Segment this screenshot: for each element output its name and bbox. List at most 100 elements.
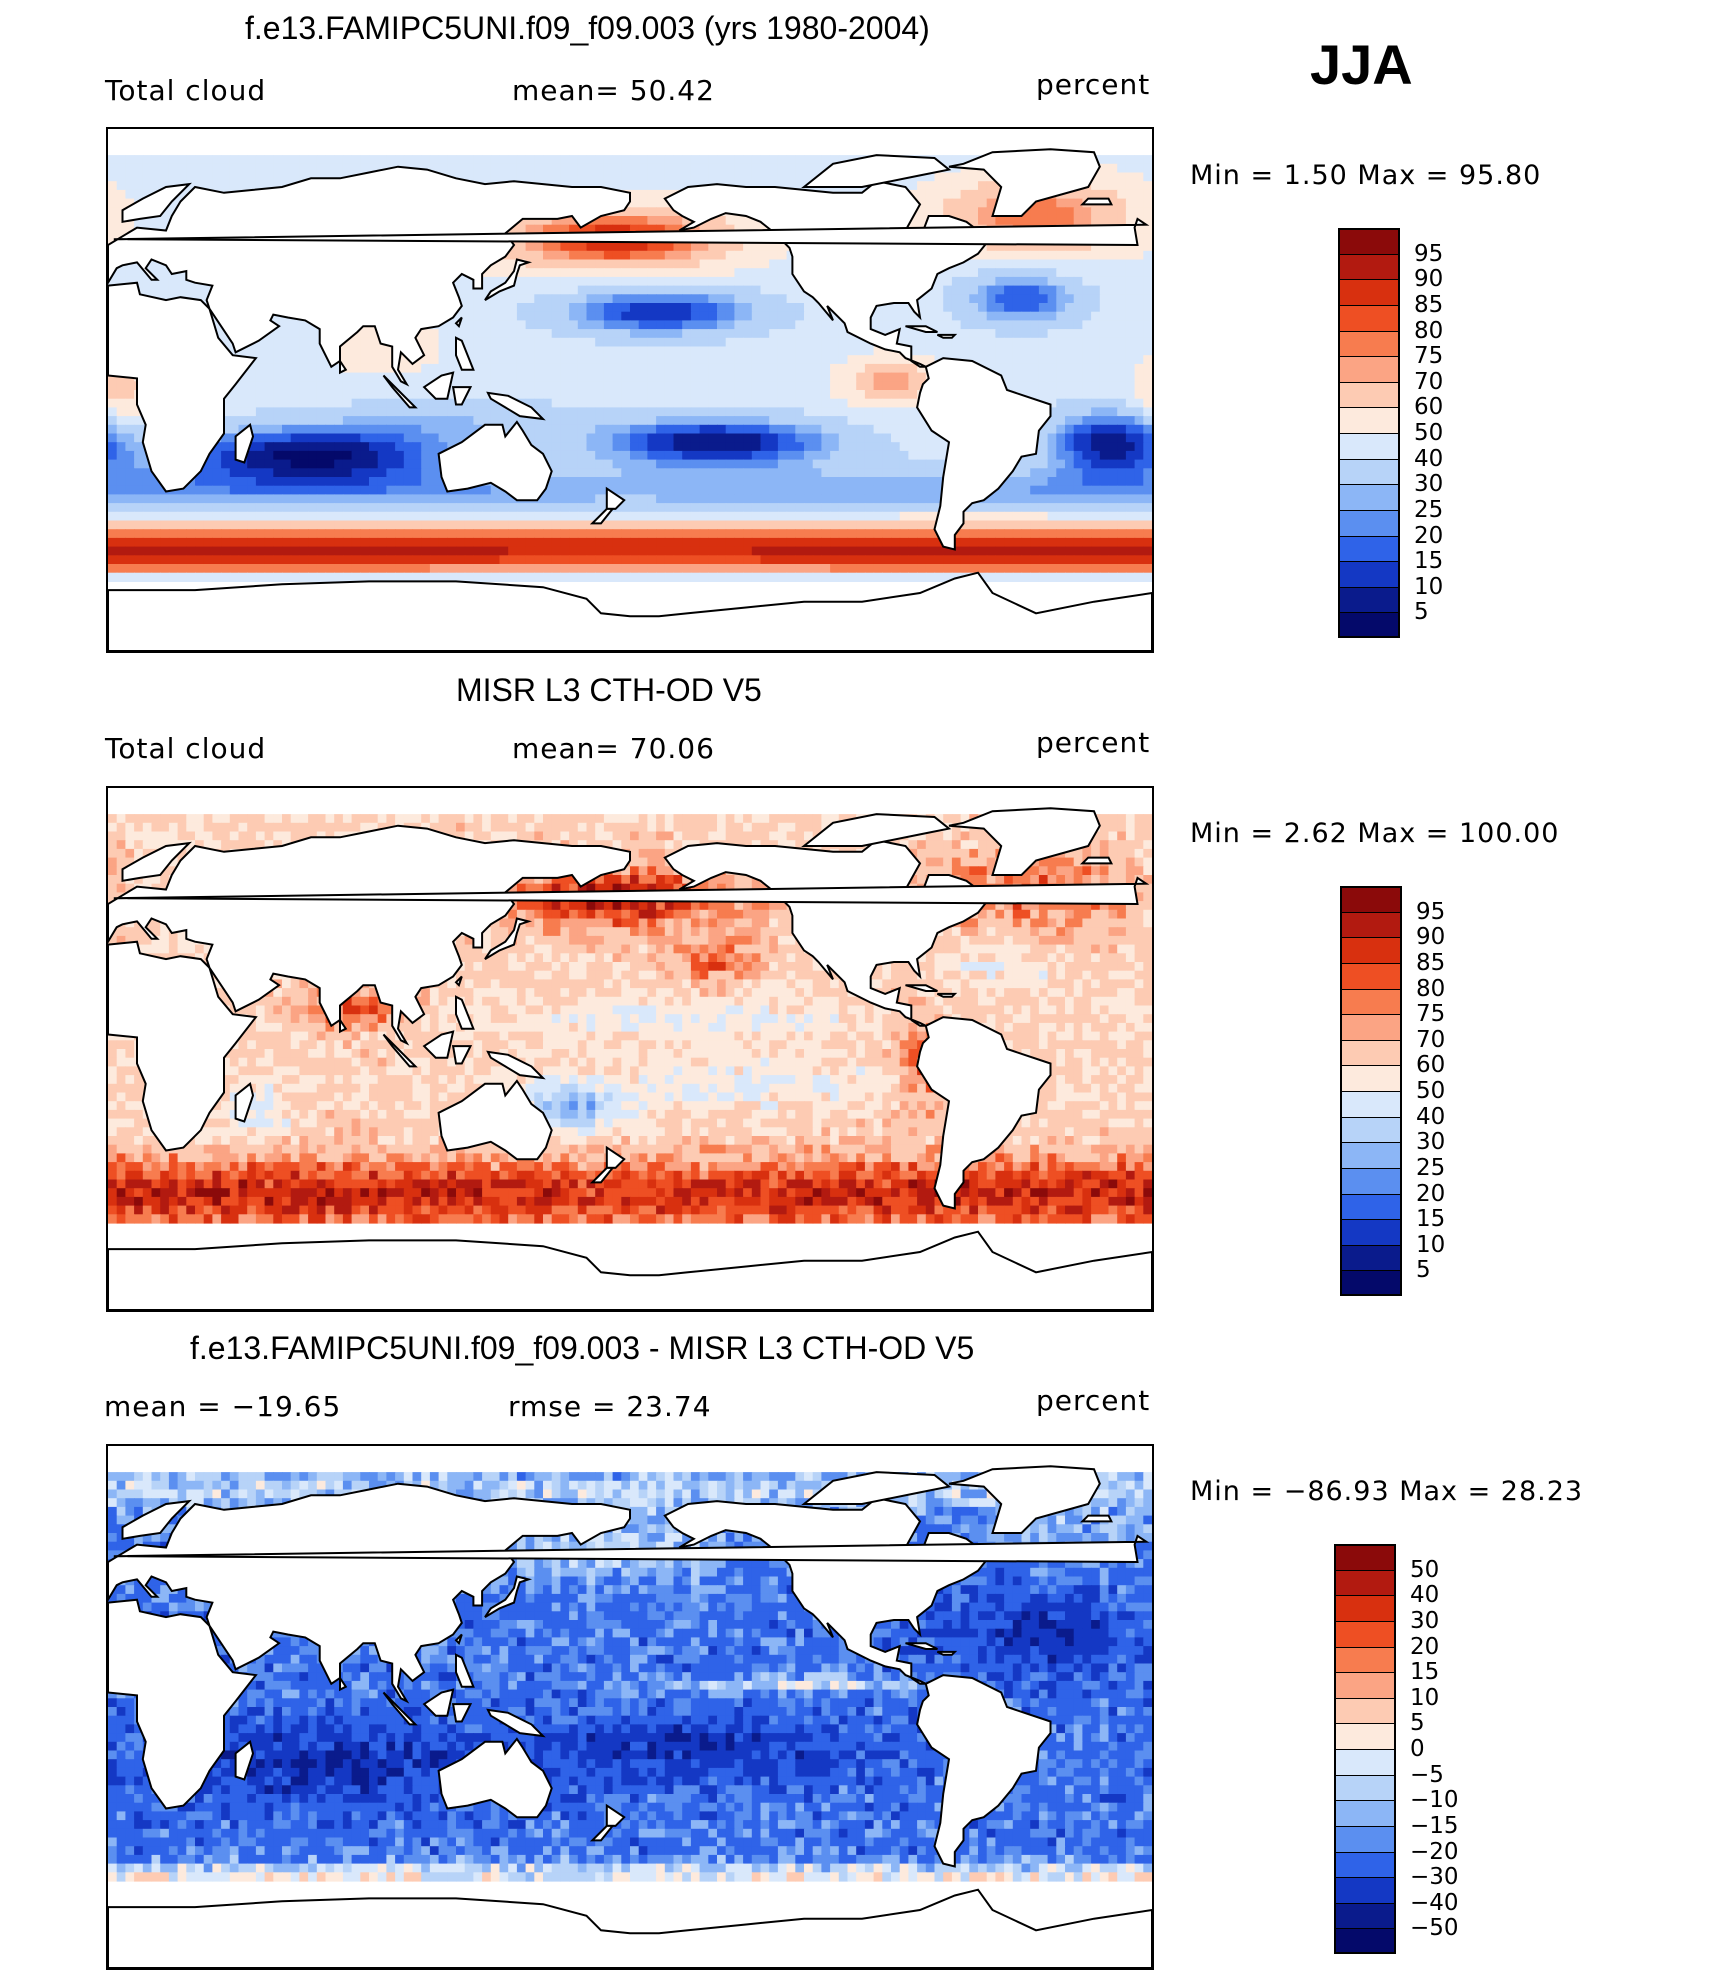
field-cell xyxy=(856,407,866,417)
field-cell xyxy=(925,494,936,504)
field-cell xyxy=(795,372,805,382)
field-cell xyxy=(1091,468,1101,478)
field-cell xyxy=(760,250,770,261)
field-cell xyxy=(769,250,779,261)
field-cell xyxy=(830,468,840,478)
field-cell xyxy=(125,181,135,191)
field-cell xyxy=(325,407,335,417)
field-cell xyxy=(108,155,118,165)
field-cell xyxy=(969,294,979,304)
field-cell xyxy=(917,189,927,200)
field-cell xyxy=(516,390,527,400)
field-cell xyxy=(577,294,588,304)
field-cell xyxy=(603,363,614,374)
field-cell xyxy=(960,181,970,191)
field-cell xyxy=(334,494,344,504)
field-cell xyxy=(221,485,231,495)
field-cell xyxy=(482,398,492,408)
field-cell xyxy=(142,172,153,182)
field-cell xyxy=(377,381,387,391)
field-cell xyxy=(290,390,300,400)
field-cell xyxy=(1082,477,1092,487)
field-cell xyxy=(612,250,622,261)
field-cell xyxy=(917,424,927,435)
field-cell xyxy=(812,424,822,435)
field-cell xyxy=(560,268,570,278)
field-cell xyxy=(351,363,361,374)
field-cell xyxy=(499,337,509,348)
field-cell xyxy=(1004,346,1014,356)
field-cell xyxy=(777,503,788,513)
field-cell xyxy=(429,477,440,487)
field-cell xyxy=(699,450,709,461)
field-cell xyxy=(316,511,327,522)
field-cell xyxy=(743,494,753,504)
field-cell xyxy=(1065,346,1075,356)
field-cell xyxy=(1108,442,1118,452)
field-cell xyxy=(1065,424,1075,435)
field-cell xyxy=(1038,242,1049,252)
field-cell xyxy=(934,276,944,287)
field-cell xyxy=(577,155,588,165)
field-cell xyxy=(464,416,474,426)
field-cell xyxy=(1056,346,1066,356)
field-cell xyxy=(734,450,744,461)
field-cell xyxy=(995,320,1005,330)
field-cell xyxy=(1004,363,1014,374)
field-cell xyxy=(603,311,614,321)
field-cell xyxy=(1125,372,1136,382)
field-cell xyxy=(482,311,492,321)
field-cell xyxy=(473,503,483,513)
field-cell xyxy=(734,407,744,417)
field-cell xyxy=(725,459,735,469)
field-cell xyxy=(621,276,631,287)
field-cell xyxy=(577,433,588,443)
field-cell xyxy=(447,433,457,443)
field-cell xyxy=(1108,485,1118,495)
field-cell xyxy=(125,276,135,287)
field-cell xyxy=(795,485,805,495)
field-cell xyxy=(1099,363,1110,374)
field-cell xyxy=(1065,216,1075,226)
field-cell xyxy=(534,346,544,356)
field-cell xyxy=(621,285,631,295)
field-cell xyxy=(1073,346,1083,356)
panel-variable-label: Total cloud xyxy=(105,74,267,107)
field-cell xyxy=(769,303,779,313)
field-cell xyxy=(1065,337,1075,348)
field-cell xyxy=(699,329,709,339)
field-cell xyxy=(821,450,831,461)
field-cell xyxy=(995,276,1005,287)
field-cell xyxy=(1125,268,1136,278)
field-cell xyxy=(1082,294,1092,304)
field-cell xyxy=(725,363,735,374)
field-cell xyxy=(743,181,753,191)
field-cell xyxy=(951,163,962,174)
field-cell xyxy=(769,294,779,304)
field-cell xyxy=(751,442,762,452)
field-cell xyxy=(821,416,831,426)
field-cell xyxy=(638,433,648,443)
field-cell xyxy=(751,477,762,487)
field-cell xyxy=(1065,468,1075,478)
field-cell xyxy=(108,494,118,504)
field-cell xyxy=(656,242,666,252)
field-cell xyxy=(786,372,796,382)
field-cell xyxy=(1004,381,1014,391)
field-cell xyxy=(891,398,901,408)
field-cell xyxy=(1099,407,1110,417)
field-cell xyxy=(595,459,605,469)
field-cell xyxy=(342,163,353,174)
field-cell xyxy=(238,477,248,487)
field-cell xyxy=(1082,416,1092,426)
field-cell xyxy=(116,198,126,208)
field-cell xyxy=(1082,503,1092,513)
field-cell xyxy=(925,172,936,182)
field-cell xyxy=(247,407,257,417)
field-cell xyxy=(925,468,936,478)
field-cell xyxy=(438,355,448,365)
field-cell xyxy=(1099,250,1110,261)
field-cell xyxy=(577,268,588,278)
field-cell xyxy=(551,407,561,417)
field-cell xyxy=(690,485,701,495)
